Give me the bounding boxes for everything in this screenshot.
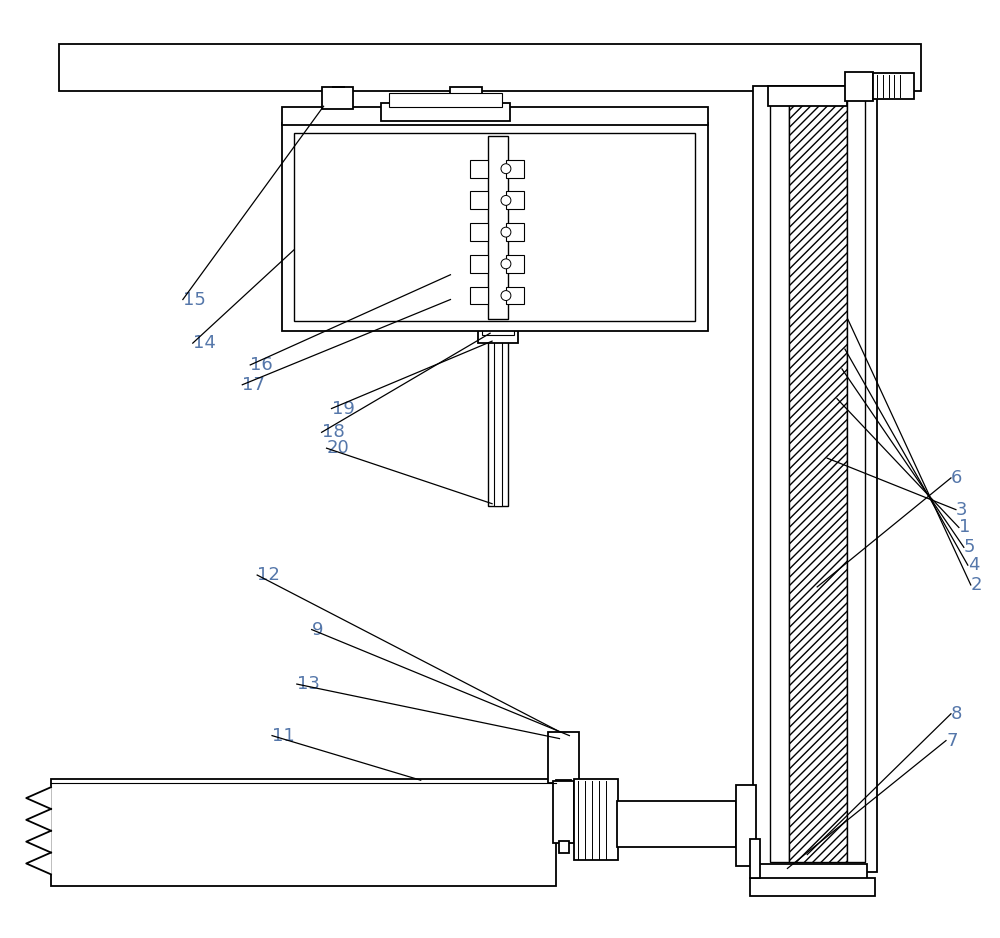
Bar — [753, 86, 877, 872]
Circle shape — [501, 259, 511, 269]
Bar — [506, 159, 524, 177]
Bar — [553, 781, 574, 842]
Polygon shape — [26, 831, 51, 853]
Bar — [381, 103, 510, 121]
Bar — [51, 779, 556, 886]
Bar — [736, 785, 756, 867]
Bar — [556, 780, 571, 790]
Text: 3: 3 — [956, 501, 967, 519]
Polygon shape — [26, 809, 51, 831]
Text: 9: 9 — [312, 621, 323, 639]
Bar — [282, 123, 708, 331]
Bar — [574, 779, 618, 860]
Text: 1: 1 — [959, 519, 970, 537]
Circle shape — [501, 195, 511, 205]
Bar — [282, 107, 708, 125]
Bar — [294, 133, 695, 322]
Text: 11: 11 — [272, 727, 295, 745]
Bar — [478, 329, 518, 343]
Text: 7: 7 — [946, 732, 958, 749]
Bar — [470, 287, 488, 305]
Bar — [506, 255, 524, 273]
Bar — [506, 223, 524, 241]
Bar — [488, 136, 508, 319]
Text: 19: 19 — [332, 400, 354, 417]
Text: 17: 17 — [242, 376, 265, 394]
Bar — [470, 191, 488, 209]
Bar — [758, 865, 867, 883]
Bar — [59, 44, 921, 91]
Bar — [617, 801, 736, 847]
Text: 6: 6 — [951, 469, 962, 487]
Bar — [389, 94, 502, 107]
Bar — [750, 839, 760, 878]
Text: 12: 12 — [257, 566, 280, 584]
Text: 4: 4 — [968, 556, 979, 574]
Bar — [470, 159, 488, 177]
Text: 14: 14 — [193, 334, 216, 352]
Text: 16: 16 — [250, 356, 273, 374]
Text: 20: 20 — [327, 439, 349, 457]
Bar — [559, 840, 569, 853]
Circle shape — [501, 291, 511, 300]
Polygon shape — [26, 853, 51, 874]
Bar — [506, 191, 524, 209]
Text: 2: 2 — [971, 576, 982, 594]
Circle shape — [501, 227, 511, 237]
Bar — [482, 327, 514, 335]
Bar — [322, 87, 353, 109]
Text: 8: 8 — [951, 704, 962, 723]
Bar — [494, 337, 502, 506]
Text: 18: 18 — [322, 423, 344, 441]
Bar — [768, 86, 847, 106]
Bar — [847, 95, 865, 862]
Bar — [770, 95, 789, 862]
Bar — [506, 287, 524, 305]
Bar — [470, 223, 488, 241]
Bar — [470, 255, 488, 273]
Bar — [488, 337, 508, 506]
Bar — [845, 71, 873, 101]
Polygon shape — [26, 787, 51, 809]
Bar — [873, 72, 914, 99]
Bar — [450, 87, 482, 109]
Bar — [750, 878, 875, 896]
Text: 5: 5 — [964, 538, 975, 556]
Circle shape — [501, 164, 511, 174]
Bar — [548, 732, 579, 783]
Text: 15: 15 — [183, 291, 206, 309]
Bar — [789, 95, 847, 862]
Text: 13: 13 — [297, 675, 320, 693]
